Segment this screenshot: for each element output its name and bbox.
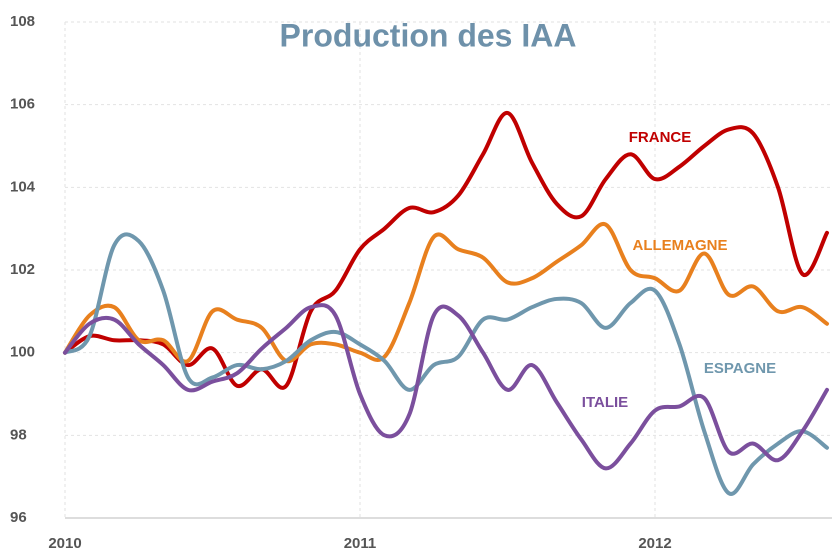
x-tick-label: 2010 (48, 535, 81, 552)
y-tick-label: 102 (10, 261, 35, 278)
series-line (63, 222, 829, 364)
y-tick-label: 98 (10, 426, 27, 443)
x-tick-label: 2012 (638, 535, 671, 552)
series-line (63, 303, 829, 471)
series-label: ALLEMAGNE (633, 237, 728, 254)
chart-title: Production des IAA (280, 17, 577, 53)
y-tick-label: 108 (10, 13, 35, 30)
y-tick-label: 96 (10, 509, 27, 526)
x-tick-label: 2011 (344, 535, 377, 552)
y-tick-label: 106 (10, 96, 35, 113)
series-label: ESPAGNE (704, 360, 776, 377)
y-tick-label: 104 (10, 178, 36, 195)
y-tick-label: 100 (10, 344, 35, 361)
series-label: FRANCE (629, 129, 692, 146)
series-line (63, 232, 829, 496)
series-line (63, 110, 829, 390)
series-label: ITALIE (582, 394, 628, 411)
